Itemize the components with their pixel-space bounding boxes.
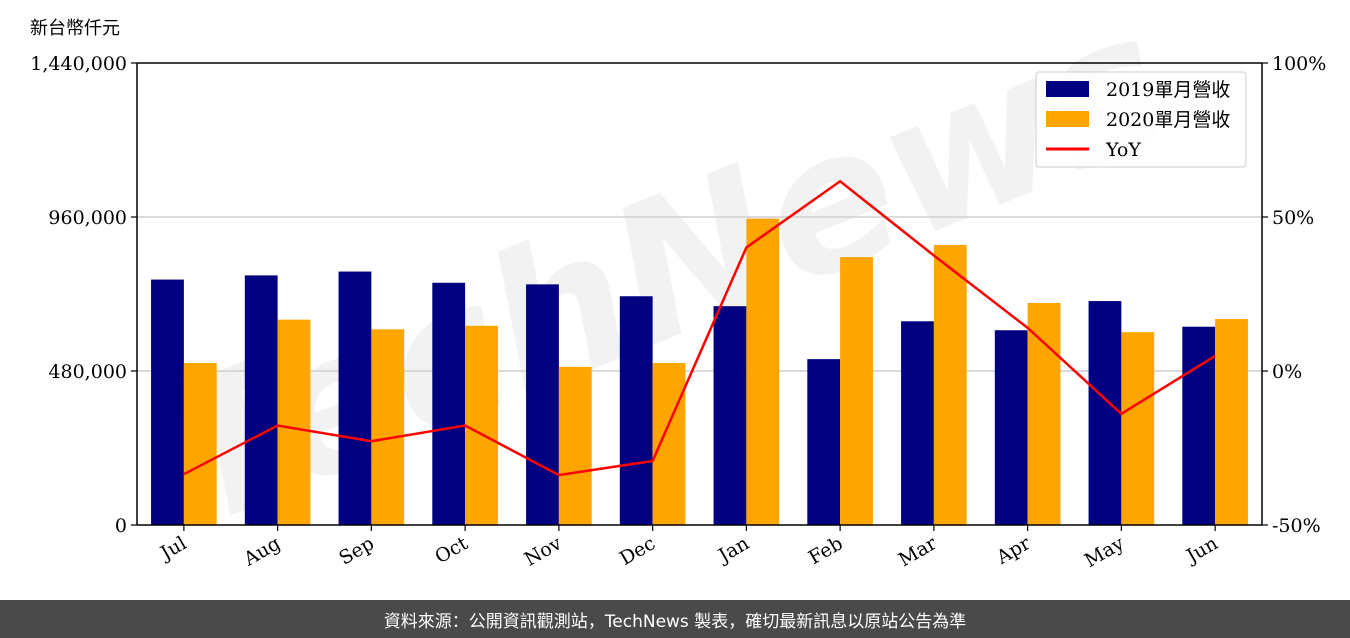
x-tick-label-sep: Sep: [335, 532, 378, 569]
legend-swatch-2: [1046, 111, 1089, 127]
bar-2019-aug: [244, 275, 278, 525]
y-tick-label: 480,000: [48, 361, 127, 383]
y2-tick-label: 0%: [1272, 361, 1302, 383]
bar-2019-jun: [1182, 326, 1216, 525]
bars: [151, 218, 1248, 525]
bar-2020-apr: [1027, 302, 1061, 525]
bar-2019-may: [1088, 301, 1122, 525]
y2-tick-label: 50%: [1272, 207, 1314, 229]
bar-2020-oct: [465, 325, 498, 525]
legend-label-1: 2019單月營收: [1106, 79, 1230, 101]
bar-2020-may: [1121, 332, 1155, 525]
y2-tick-label: -50%: [1272, 515, 1321, 537]
x-tick-label-jul: Jul: [155, 532, 190, 565]
y2-tick-label: 100%: [1272, 53, 1326, 75]
y-tick-label: 960,000: [48, 207, 127, 229]
bar-2019-sep: [338, 271, 372, 525]
yoy-line-group: [183, 179, 1216, 477]
y-tick-label: 1,440,000: [30, 53, 127, 75]
bar-2020-jul: [183, 362, 217, 525]
bar-2020-mar: [933, 244, 967, 525]
bar-2020-sep: [371, 329, 405, 525]
x-tick-label-may: May: [1081, 532, 1128, 572]
bar-2019-jan: [713, 306, 747, 525]
bar-2019-feb: [807, 359, 841, 525]
bar-2019-dec: [619, 296, 653, 525]
revenue-chart: TechNews 0480,000960,0001,440,000-50%0%5…: [30, 0, 1326, 572]
legend-label-3: YoY: [1105, 139, 1141, 161]
axes: [136, 62, 1263, 526]
legend-swatch-1: [1046, 81, 1089, 97]
bar-2020-nov: [558, 366, 592, 525]
x-tick-label-mar: Mar: [895, 532, 941, 571]
x-tick-label-jun: Jun: [1181, 532, 1222, 568]
y-tick-label: 0: [115, 515, 127, 537]
x-tick-label-oct: Oct: [431, 532, 472, 568]
bar-2019-apr: [994, 330, 1028, 525]
bar-2019-jul: [151, 279, 184, 525]
bar-2020-feb: [840, 257, 873, 525]
bar-2020-jun: [1215, 319, 1248, 525]
x-tick-label-apr: Apr: [992, 532, 1035, 569]
y-axis-unit-label: 新台幣仟元: [30, 18, 120, 39]
x-tick-label-feb: Feb: [805, 532, 847, 569]
x-tick-label-jan: Jan: [713, 532, 753, 568]
x-tick-label-dec: Dec: [616, 532, 659, 570]
bar-2019-mar: [901, 321, 934, 525]
bar-2020-aug: [277, 319, 311, 525]
bar-2020-jan: [746, 218, 780, 525]
x-tick-label-nov: Nov: [521, 532, 566, 571]
legend: 2019單月營收 2020單月營收 YoY: [1035, 71, 1247, 168]
bar-2020-dec: [652, 362, 686, 525]
yoy-line: [183, 179, 1216, 477]
bar-2019-oct: [432, 282, 466, 525]
bar-2019-nov: [526, 284, 559, 525]
legend-label-2: 2020單月營收: [1106, 109, 1230, 131]
source-footer: 資料來源：公開資訊觀測站，TechNews 製表，確切最新訊息以原站公告為準: [0, 600, 1350, 638]
